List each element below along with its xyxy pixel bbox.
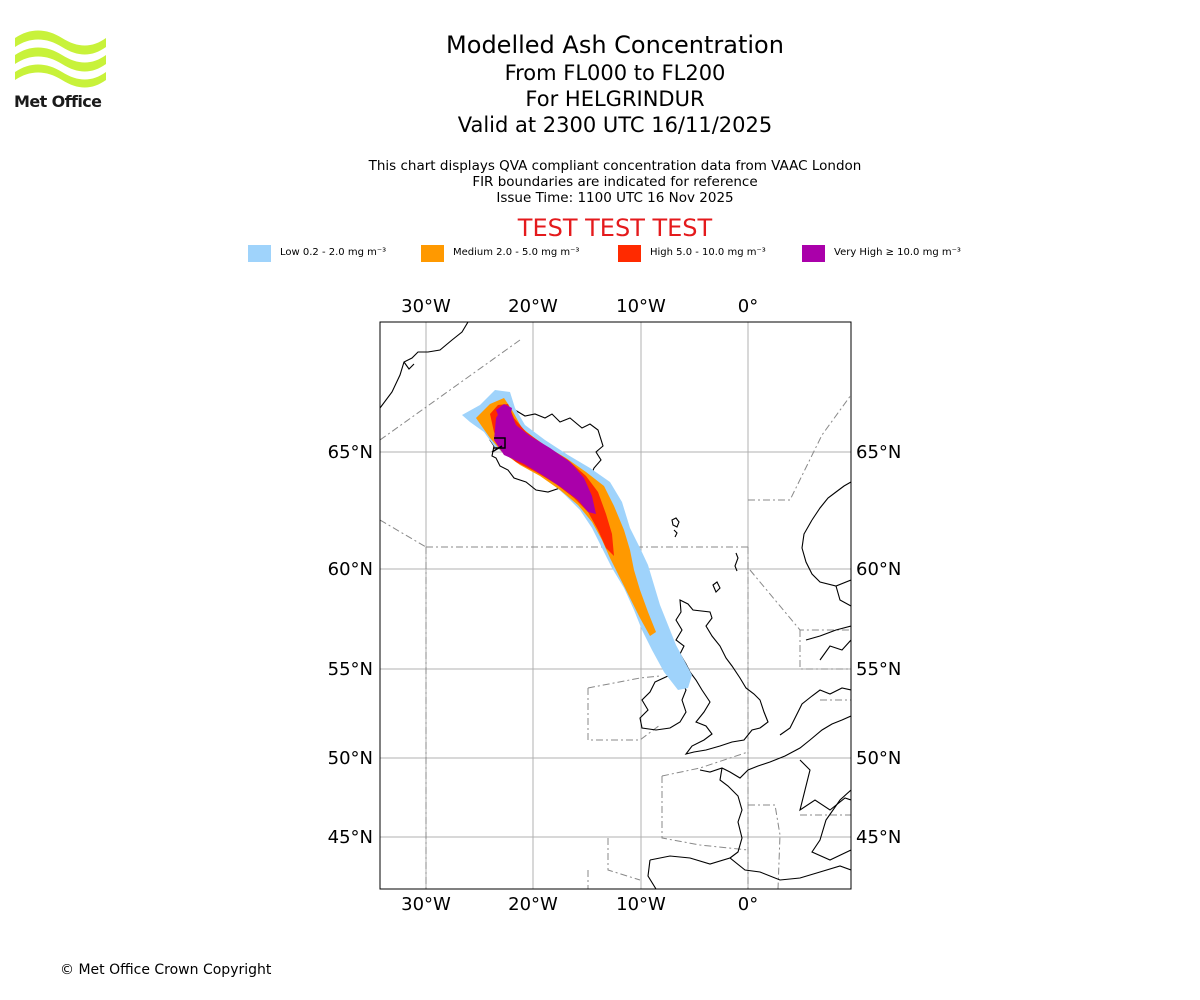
lon-tick-20w-top: 20°W — [508, 296, 558, 317]
lat-tick-55n-left: 55°N — [328, 659, 373, 680]
lat-tick-65n-left: 65°N — [328, 442, 373, 463]
lat-tick-50n-right: 50°N — [856, 748, 901, 769]
legend-swatch-high — [618, 245, 641, 262]
lat-tick-45n-right: 45°N — [856, 827, 901, 848]
map-frame — [379, 321, 852, 890]
legend-label-medium: Medium 2.0 - 5.0 mg m⁻³ — [453, 247, 580, 258]
lat-tick-55n-right: 55°N — [856, 659, 901, 680]
info-line-2: FIR boundaries are indicated for referen… — [472, 174, 758, 190]
volcano-marker — [491, 437, 506, 453]
lat-tick-60n-left: 60°N — [328, 559, 373, 580]
volcano-name: For HELGRINDUR — [525, 87, 705, 111]
legend-swatch-medium — [421, 245, 444, 262]
valid-time: Valid at 2300 UTC 16/11/2025 — [457, 113, 773, 137]
lat-tick-45n-left: 45°N — [328, 827, 373, 848]
map-gridlines — [380, 322, 851, 889]
lon-tick-30w-bottom: 30°W — [401, 894, 451, 915]
level-range: From FL000 to FL200 — [504, 61, 726, 85]
fir-boundaries — [380, 339, 851, 889]
lon-tick-20w-bottom: 20°W — [508, 894, 558, 915]
lon-ticks-bottom: 30°W 20°W 10°W 0° — [401, 894, 758, 915]
test-banner: TEST TEST TEST — [517, 214, 713, 242]
lon-tick-10w-top: 10°W — [616, 296, 666, 317]
lat-tick-50n-left: 50°N — [328, 748, 373, 769]
lon-tick-30w-top: 30°W — [401, 296, 451, 317]
chart-titles: Modelled Ash Concentration From FL000 to… — [315, 30, 915, 138]
lat-tick-65n-right: 65°N — [856, 442, 901, 463]
ash-very-high-core — [496, 404, 512, 420]
lon-ticks-top: 30°W 20°W 10°W 0° — [401, 296, 758, 317]
lon-tick-0-bottom: 0° — [738, 894, 758, 915]
legend-label-low: Low 0.2 - 2.0 mg m⁻³ — [280, 247, 387, 258]
logo-text: Met Office — [14, 92, 102, 111]
legend-label-high: High 5.0 - 10.0 mg m⁻³ — [650, 247, 766, 258]
legend-swatch-very-high — [802, 245, 825, 262]
legend-label-very-high: Very High ≥ 10.0 mg m⁻³ — [834, 247, 961, 258]
lat-tick-60n-right: 60°N — [856, 559, 901, 580]
chart-info: This chart displays QVA compliant concen… — [315, 158, 915, 206]
ash-very-high-region — [494, 408, 596, 514]
lon-tick-10w-bottom: 10°W — [616, 894, 666, 915]
met-office-logo: Met Office — [14, 30, 108, 112]
chart-title: Modelled Ash Concentration — [446, 31, 784, 59]
met-office-wave-icon — [15, 30, 106, 88]
lon-tick-0-top: 0° — [738, 296, 758, 317]
copyright: © Met Office Crown Copyright — [60, 962, 272, 978]
info-line-1: This chart displays QVA compliant concen… — [368, 158, 862, 174]
ash-plume — [462, 390, 692, 690]
issue-time: Issue Time: 1100 UTC 16 Nov 2025 — [496, 190, 734, 206]
lat-ticks-right: 65°N 60°N 55°N 50°N 45°N — [856, 442, 901, 848]
coastlines — [380, 322, 851, 889]
lat-ticks-left: 65°N 60°N 55°N 50°N 45°N — [328, 442, 373, 848]
legend-swatch-low — [248, 245, 271, 262]
